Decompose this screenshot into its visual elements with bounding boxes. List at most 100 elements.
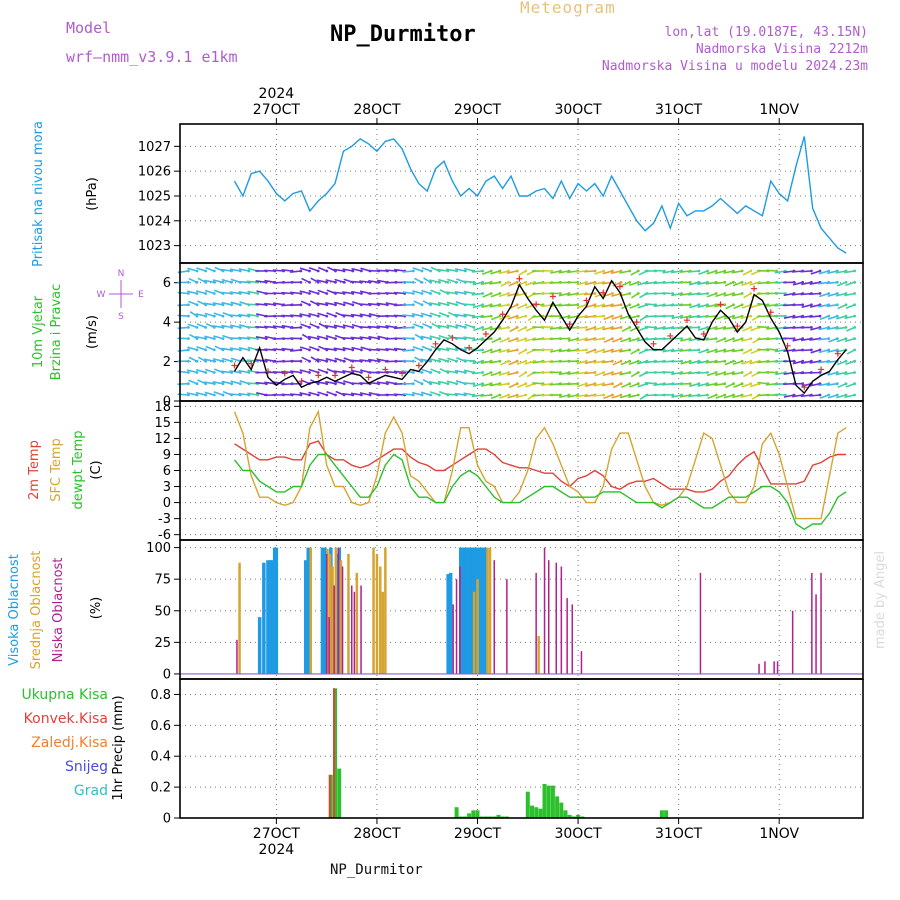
wind-arrow bbox=[845, 360, 855, 365]
wind-arrow bbox=[671, 394, 682, 398]
wind-arrow-head bbox=[593, 269, 597, 273]
wind-arrow bbox=[310, 277, 319, 283]
wind-arrow-head bbox=[619, 382, 623, 386]
precip-total-bar bbox=[525, 791, 530, 818]
wind-arrow bbox=[671, 371, 682, 376]
bottom-date-label: 1NOV bbox=[759, 826, 799, 842]
wind-arrow-head bbox=[818, 326, 822, 329]
wind-arrow-head bbox=[204, 314, 208, 318]
cloud-low-bar bbox=[555, 562, 557, 674]
wind-gust-marker bbox=[281, 370, 288, 377]
wind-arrow bbox=[576, 304, 587, 309]
wind-arrow bbox=[575, 349, 587, 352]
wind-arrow-head bbox=[576, 337, 580, 340]
wind-arrow bbox=[376, 269, 388, 272]
wind-arrow-head bbox=[264, 337, 268, 340]
wind-arrow bbox=[688, 394, 700, 398]
wind-arrow bbox=[197, 379, 207, 385]
wind-arrow bbox=[489, 281, 501, 285]
temperature-panel-bg bbox=[180, 401, 863, 540]
wind-arrow-head bbox=[593, 382, 597, 386]
wind-arrow bbox=[559, 394, 570, 399]
wind-arrow-head bbox=[221, 280, 225, 284]
wind-arrow bbox=[272, 371, 284, 374]
wind-arrow bbox=[402, 337, 414, 340]
wind-arrow-head bbox=[212, 292, 216, 295]
wind-arrow bbox=[342, 291, 353, 295]
wind-arrow bbox=[301, 356, 310, 362]
wind-arrow bbox=[602, 326, 613, 331]
wind-arrow-head bbox=[749, 337, 753, 340]
wind-arrow bbox=[500, 360, 509, 366]
wind-arrow-head bbox=[437, 280, 441, 284]
wind-arrow-head bbox=[636, 303, 640, 307]
wind-arrow-head bbox=[706, 269, 709, 273]
cloud-high-bar bbox=[337, 547, 341, 674]
wind-arrow bbox=[351, 290, 362, 295]
wind-arrow bbox=[524, 281, 535, 286]
wind-arrow bbox=[324, 324, 336, 329]
wind-arrow-head bbox=[827, 314, 831, 318]
wind-arrow bbox=[454, 369, 466, 374]
wind-arrow-head bbox=[247, 269, 251, 273]
wind-arrow-head bbox=[455, 303, 458, 307]
bottom-date-label: 27OCT bbox=[253, 826, 301, 842]
wind-arrow bbox=[446, 347, 457, 351]
wind-arrow bbox=[481, 270, 492, 275]
temp-ylabel: (C) bbox=[89, 460, 104, 479]
wind-arrow bbox=[620, 337, 630, 343]
wind-arrow bbox=[498, 270, 509, 275]
cloud-low-bar bbox=[328, 617, 330, 674]
wind-arrow bbox=[826, 304, 838, 308]
wind-arrow bbox=[742, 349, 752, 355]
wind-arrow bbox=[480, 281, 492, 286]
wind-arrow bbox=[290, 291, 301, 295]
wind-arrow bbox=[438, 357, 449, 362]
wind-gust-marker bbox=[482, 330, 489, 337]
wind-arrow-head bbox=[576, 280, 580, 284]
wind-arrow bbox=[490, 270, 501, 275]
wind-arrow-head bbox=[489, 337, 493, 340]
wind-arrow-head bbox=[515, 314, 519, 318]
wind-gust-marker bbox=[315, 372, 322, 379]
wind-arrow bbox=[826, 382, 838, 386]
wind-arrow bbox=[827, 394, 838, 399]
wind-arrow-head bbox=[325, 303, 329, 307]
wind-arrow-head bbox=[827, 269, 831, 273]
wind-arrow bbox=[472, 281, 483, 286]
wind-arrow-head bbox=[515, 280, 519, 284]
temperature-ytick-label: -6 bbox=[158, 528, 171, 543]
cloud-mid-bar bbox=[334, 547, 338, 674]
wind-arrow bbox=[715, 315, 726, 320]
wind-arrow bbox=[203, 358, 215, 362]
wind-arrow-head bbox=[238, 326, 242, 329]
wind-arrow-head bbox=[299, 348, 303, 352]
wind-arrow-head bbox=[680, 314, 683, 318]
wind-arrow bbox=[464, 323, 475, 329]
wind-arrow bbox=[688, 360, 700, 365]
wind-arrow bbox=[437, 324, 449, 329]
wind-arrow-head bbox=[498, 359, 502, 363]
precip-total-bar bbox=[454, 807, 459, 818]
wind-arrow bbox=[611, 292, 622, 297]
wind-arrow bbox=[326, 312, 336, 317]
wind-arrow bbox=[281, 291, 293, 295]
wind-arrow bbox=[471, 394, 483, 398]
cloud-mid-bar bbox=[326, 548, 329, 674]
wind-arrow bbox=[246, 336, 258, 340]
wind-arrow bbox=[818, 349, 829, 354]
wind-arrow-head bbox=[437, 303, 441, 307]
wind-arrow-head bbox=[628, 382, 632, 386]
wind-arrow bbox=[628, 337, 639, 343]
wind-arrow bbox=[489, 304, 501, 308]
wind-arrow-head bbox=[688, 382, 692, 386]
wind-arrow-head bbox=[801, 359, 805, 363]
wind-arrow-head bbox=[316, 269, 320, 273]
wind-arrow bbox=[177, 304, 189, 307]
wind-arrow-head bbox=[853, 359, 856, 363]
wind-arrow bbox=[558, 371, 570, 376]
wind-arrow bbox=[732, 315, 743, 320]
wind-arrow bbox=[706, 326, 717, 331]
wind-arrow bbox=[472, 304, 483, 309]
wind-arrow bbox=[524, 337, 535, 342]
